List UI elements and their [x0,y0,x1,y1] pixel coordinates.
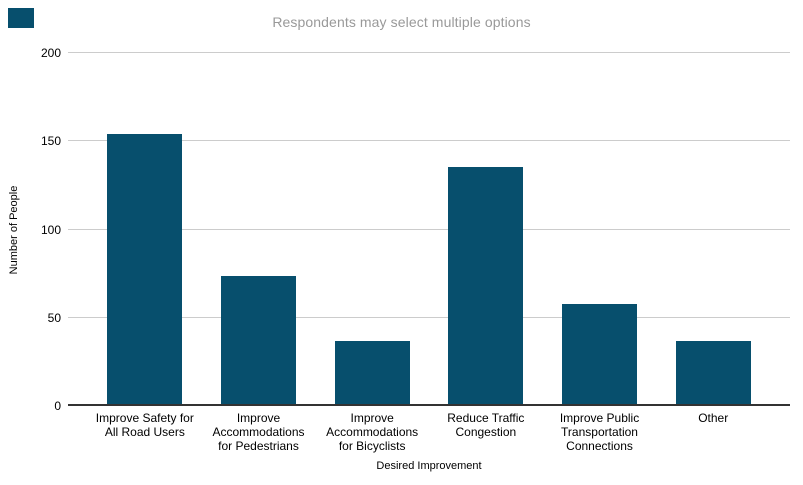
category-label: Improve Safety for All Road Users [95,411,194,439]
category-label: Other [698,411,729,425]
category-slot: Improve Accommodations for Bicyclists [315,411,429,453]
gridline [68,140,790,142]
category-slot: Improve Accommodations for Pedestrians [202,411,316,453]
corner-marker [8,8,34,28]
bar-slot [315,53,429,404]
y-tick-label: 150 [40,134,61,149]
bar[interactable] [562,303,638,404]
category-slot: Improve Public Transportation Connection… [543,411,657,453]
plot-area [68,52,790,406]
category-labels: Improve Safety for All Road Users Improve… [88,411,770,453]
chart-title: Respondents may select multiple options [272,14,531,30]
bar-slot [656,53,770,404]
y-axis-ticks: 0 50 100 150 200 [0,47,61,412]
bar[interactable] [448,167,524,404]
bar-slot [543,53,657,404]
bars [88,53,770,404]
gridline [68,316,790,318]
gridline [68,228,790,230]
x-axis-line [68,404,790,406]
category-label: Reduce Traffic Congestion [447,411,525,439]
category-label: Improve Public Transportation Connection… [559,411,640,453]
bar[interactable] [107,133,183,404]
category-label: Improve Accommodations for Bicyclists [326,411,419,453]
bar[interactable] [221,275,296,404]
category-label: Improve Accommodations for Pedestrians [212,411,305,453]
category-slot: Improve Safety for All Road Users [88,411,202,453]
y-tick-label: 50 [47,310,61,325]
bar[interactable] [334,340,410,404]
bar-slot [88,53,202,404]
y-tick-label: 0 [54,399,61,413]
bar-slot [429,53,543,404]
bar[interactable] [675,340,751,404]
x-axis-title: Desired Improvement [376,460,482,472]
category-slot: Reduce Traffic Congestion [429,411,543,453]
category-slot: Other [656,411,770,453]
bar-slot [202,53,316,404]
y-tick-label: 100 [40,222,61,237]
y-tick-label: 200 [40,46,61,60]
gridline [68,52,790,53]
